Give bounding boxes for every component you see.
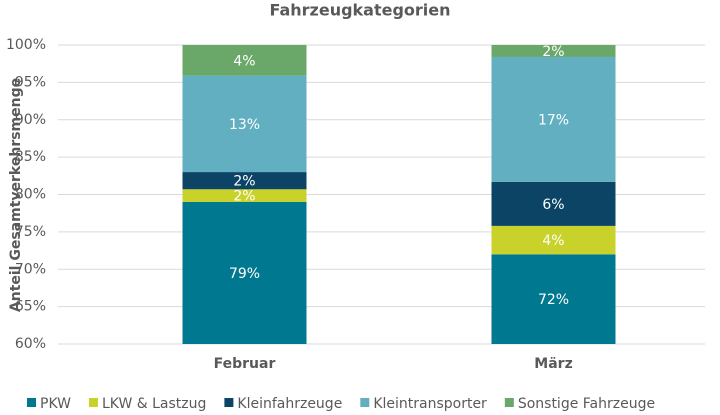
legend-swatch [360,398,370,407]
y-tick-label: 70% [15,261,46,277]
legend-label: LKW & Lastzug [102,396,206,412]
data-label: 2% [233,189,255,205]
legend-label: Kleintransporter [373,396,487,412]
y-axis-title: Anteil Gesamtverkehrsmenge [8,78,24,312]
y-tick-label: 95% [15,74,46,90]
data-label: 79% [229,266,260,282]
y-tick-label: 90% [15,112,46,128]
bar-segment [491,225,616,255]
legend-label: PKW [40,396,71,412]
legend-label: Kleinfahrzeuge [237,396,342,412]
bar-segment [491,181,616,226]
y-tick-label: 75% [15,224,46,240]
data-label: 13% [229,117,260,133]
bar-segment [491,45,616,57]
y-tick-label: 80% [15,187,46,203]
chart-title: Fahrzeugkategorien [269,1,450,20]
data-label: 4% [542,233,564,249]
data-label: 17% [538,112,569,128]
y-tick-label: 100% [6,37,46,53]
bar-segment [182,75,307,173]
bar-segment [182,201,307,344]
y-tick-label: 85% [15,149,46,165]
legend-swatch [27,398,36,407]
y-tick-label: 60% [15,336,46,352]
legend-swatch [504,398,514,407]
data-label: 6% [542,197,564,213]
y-tick-label: 65% [15,299,46,315]
bar-segment [182,172,307,190]
bar-segment [491,56,616,182]
bar-segment [182,45,307,76]
legend-swatch [88,398,98,407]
data-label: 2% [233,174,255,190]
x-tick-label: März [534,356,572,372]
data-label: 2% [542,44,564,60]
x-tick-label: Februar [214,356,276,372]
legend-swatch [224,398,234,407]
bar-segment [491,254,616,344]
legend-label: Sonstige Fahrzeuge [518,396,655,412]
bar-segment [182,189,307,202]
data-label: 72% [538,292,569,308]
data-label: 4% [233,53,255,69]
